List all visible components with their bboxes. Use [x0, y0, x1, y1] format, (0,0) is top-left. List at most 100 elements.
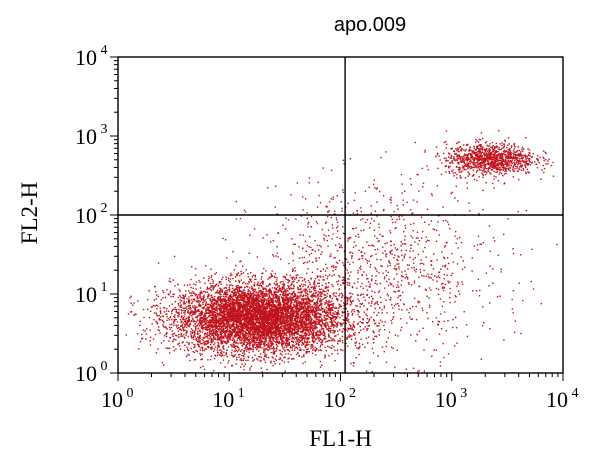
data-point: [438, 333, 441, 335]
data-point: [391, 304, 393, 306]
data-point: [227, 330, 229, 332]
data-point: [301, 316, 303, 319]
data-point: [302, 306, 304, 309]
data-point: [316, 323, 319, 325]
data-point: [312, 308, 314, 311]
data-point: [266, 285, 268, 287]
data-point: [284, 344, 287, 346]
data-point: [219, 305, 221, 308]
data-point: [235, 292, 237, 295]
data-point: [173, 315, 175, 318]
data-point: [210, 285, 212, 287]
data-point: [300, 314, 302, 316]
data-point: [285, 323, 287, 325]
data-point: [250, 341, 252, 344]
data-point: [148, 317, 151, 319]
data-point: [308, 303, 311, 305]
data-point: [215, 319, 217, 321]
data-point: [130, 302, 132, 304]
data-point: [236, 345, 239, 348]
data-point: [278, 315, 281, 317]
data-point: [287, 344, 290, 346]
data-point: [179, 318, 182, 321]
data-point: [317, 282, 319, 284]
data-point: [251, 298, 254, 300]
data-point: [228, 300, 230, 302]
data-point: [222, 319, 224, 321]
data-point: [287, 311, 290, 313]
data-point: [213, 322, 215, 325]
data-point: [292, 269, 294, 271]
data-point: [278, 342, 280, 344]
data-point: [295, 353, 298, 356]
data-point: [238, 338, 240, 340]
data-point: [278, 332, 280, 335]
data-point: [288, 292, 291, 294]
data-point: [257, 281, 259, 283]
data-points: [125, 130, 558, 375]
data-point: [299, 339, 301, 341]
data-point: [228, 309, 230, 311]
data-point: [228, 323, 230, 325]
data-point: [234, 326, 237, 329]
data-point: [232, 338, 234, 340]
data-point: [247, 292, 249, 295]
data-point: [349, 304, 351, 306]
data-point: [288, 334, 291, 336]
data-point: [337, 321, 339, 324]
data-point: [272, 333, 274, 336]
data-point: [274, 297, 277, 299]
data-point: [322, 307, 324, 310]
data-point: [263, 318, 265, 321]
data-point: [249, 319, 251, 321]
data-point: [347, 312, 349, 315]
data-point: [198, 297, 200, 299]
data-point: [199, 304, 202, 306]
data-point: [310, 345, 312, 347]
data-point: [211, 346, 213, 348]
data-point: [185, 290, 187, 292]
data-point: [299, 340, 302, 343]
data-point: [272, 323, 274, 325]
data-point: [274, 334, 276, 336]
data-point: [303, 288, 305, 291]
data-point: [286, 337, 288, 339]
data-point: [373, 319, 375, 321]
data-point: [295, 332, 297, 334]
data-point: [253, 285, 256, 287]
data-point: [249, 369, 251, 371]
data-point: [223, 351, 225, 353]
data-point: [330, 327, 332, 330]
data-point: [312, 347, 315, 350]
data-point: [324, 326, 327, 329]
data-point: [246, 296, 248, 298]
data-point: [197, 310, 200, 312]
data-point: [322, 334, 324, 336]
data-point: [221, 337, 224, 339]
data-point: [309, 315, 312, 318]
data-point: [275, 315, 278, 318]
data-point: [321, 339, 323, 341]
data-point: [203, 300, 206, 302]
data-point: [223, 337, 225, 339]
data-point: [248, 342, 250, 344]
data-point: [219, 321, 222, 323]
data-point: [275, 359, 277, 361]
data-point: [230, 299, 232, 301]
data-point: [232, 292, 234, 294]
data-point: [235, 342, 237, 344]
data-point: [198, 346, 201, 348]
data-point: [212, 319, 214, 322]
data-point: [266, 368, 268, 371]
data-point: [290, 353, 292, 356]
data-point: [240, 358, 242, 360]
data-point: [240, 270, 242, 272]
data-point: [228, 286, 230, 288]
data-point: [303, 355, 305, 358]
data-point: [218, 282, 220, 284]
data-point: [145, 333, 148, 335]
data-point: [350, 325, 352, 328]
data-point: [207, 324, 209, 326]
data-point: [229, 310, 231, 312]
